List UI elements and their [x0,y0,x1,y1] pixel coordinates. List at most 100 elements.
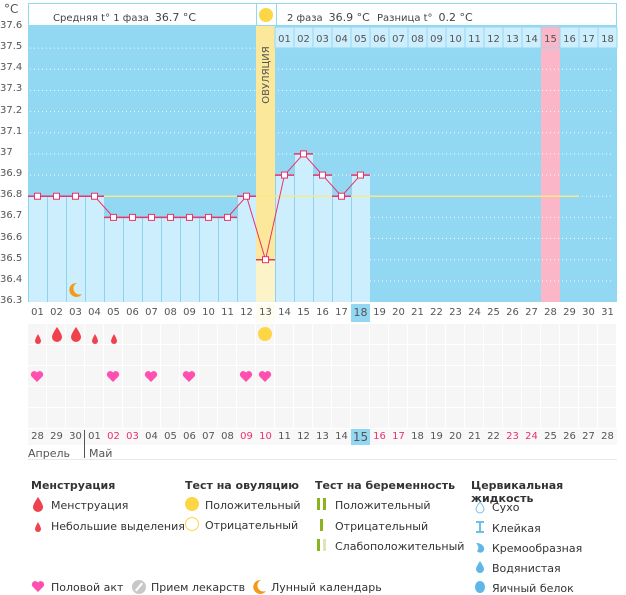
day-label[interactable]: 11 [221,307,234,318]
symptom-cell[interactable] [370,324,389,344]
day-label[interactable]: 28 [544,307,557,318]
symptom-cell[interactable] [560,387,579,407]
symptom-cell[interactable] [275,366,294,386]
symptom-cell[interactable] [351,324,370,344]
symptom-cell[interactable] [484,387,503,407]
symptom-cell[interactable] [522,387,541,407]
day-label[interactable]: 08 [164,307,177,318]
symptom-cell[interactable] [579,408,598,428]
symptom-cell[interactable] [199,345,218,365]
symptom-cell[interactable] [427,366,446,386]
symptom-cell[interactable] [560,408,579,428]
calendar-date[interactable]: 21 [465,429,484,445]
symptom-cell[interactable] [408,345,427,365]
symptom-cell[interactable] [503,387,522,407]
day-label[interactable]: 18 [351,304,370,322]
symptom-cell[interactable] [85,324,104,344]
symptom-cell[interactable] [370,366,389,386]
day-label[interactable]: 15 [297,307,310,318]
symptom-cell[interactable] [66,408,85,428]
symptom-cell[interactable] [180,345,199,365]
calendar-date[interactable]: 14 [332,429,351,445]
calendar-date[interactable]: 15 [351,429,370,445]
symptom-cell[interactable] [161,408,180,428]
day-label[interactable]: 26 [506,307,519,318]
calendar-date[interactable]: 29 [47,429,66,445]
symptom-cell[interactable] [237,387,256,407]
calendar-date[interactable]: 20 [446,429,465,445]
symptom-cell[interactable] [427,324,446,344]
symptom-cell[interactable] [161,324,180,344]
symptom-cell[interactable] [351,345,370,365]
symptom-cell[interactable] [218,324,237,344]
calendar-date[interactable]: 16 [370,429,389,445]
calendar-date[interactable]: 18 [408,429,427,445]
symptom-cell[interactable] [199,408,218,428]
symptom-cell[interactable] [256,345,275,365]
symptom-cell[interactable] [351,387,370,407]
symptom-cell[interactable] [598,387,617,407]
symptom-cell[interactable] [123,408,142,428]
symptom-cell[interactable] [446,345,465,365]
symptom-cell[interactable] [427,387,446,407]
symptom-cell[interactable] [332,408,351,428]
symptom-cell[interactable] [123,387,142,407]
calendar-date[interactable]: 24 [522,429,541,445]
symptom-cell[interactable] [28,387,47,407]
day-label[interactable]: 09 [183,307,196,318]
symptom-cell[interactable] [123,345,142,365]
symptom-cell[interactable] [218,345,237,365]
symptom-cell[interactable] [28,345,47,365]
symptom-cell[interactable] [275,345,294,365]
symptom-cell[interactable] [123,366,142,386]
symptom-cell[interactable] [47,387,66,407]
symptom-cell[interactable] [47,345,66,365]
symptom-cell[interactable] [237,324,256,344]
symptom-cell[interactable] [66,366,85,386]
symptom-cell[interactable] [598,345,617,365]
symptom-cell[interactable] [256,387,275,407]
symptom-cell[interactable] [66,387,85,407]
symptom-cell[interactable] [237,408,256,428]
symptom-cell[interactable] [503,366,522,386]
day-label[interactable]: 05 [107,307,120,318]
day-label[interactable]: 27 [525,307,538,318]
calendar-date[interactable]: 08 [218,429,237,445]
symptom-cell[interactable] [313,324,332,344]
symptom-cell[interactable] [522,408,541,428]
symptom-cell[interactable] [28,408,47,428]
symptom-cell[interactable] [294,408,313,428]
symptom-cell[interactable] [579,345,598,365]
symptom-cell[interactable] [484,345,503,365]
symptom-cell[interactable] [465,345,484,365]
symptom-cell[interactable] [85,387,104,407]
calendar-date[interactable]: 23 [503,429,522,445]
symptom-cell[interactable] [275,408,294,428]
calendar-date[interactable]: 11 [275,429,294,445]
symptom-cell[interactable] [465,387,484,407]
symptom-cell[interactable] [389,324,408,344]
symptom-cell[interactable] [218,366,237,386]
symptom-cell[interactable] [161,366,180,386]
symptom-cell[interactable] [522,345,541,365]
symptom-cell[interactable] [503,408,522,428]
symptom-cell[interactable] [180,408,199,428]
symptom-cell[interactable] [598,408,617,428]
symptom-cell[interactable] [313,366,332,386]
calendar-date[interactable]: 03 [123,429,142,445]
symptom-cell[interactable] [237,345,256,365]
day-label[interactable]: 21 [411,307,424,318]
calendar-date[interactable]: 05 [161,429,180,445]
day-label[interactable]: 10 [202,307,215,318]
day-label[interactable]: 14 [278,307,291,318]
symptom-cell[interactable] [389,345,408,365]
day-label[interactable]: 12 [240,307,253,318]
symptom-cell[interactable] [598,366,617,386]
symptom-cell[interactable] [199,324,218,344]
symptom-cell[interactable] [218,387,237,407]
calendar-date[interactable]: 10 [256,429,275,445]
calendar-date[interactable]: 28 [598,429,617,445]
symptom-cell[interactable] [294,387,313,407]
calendar-date[interactable]: 22 [484,429,503,445]
symptom-cell[interactable] [313,345,332,365]
